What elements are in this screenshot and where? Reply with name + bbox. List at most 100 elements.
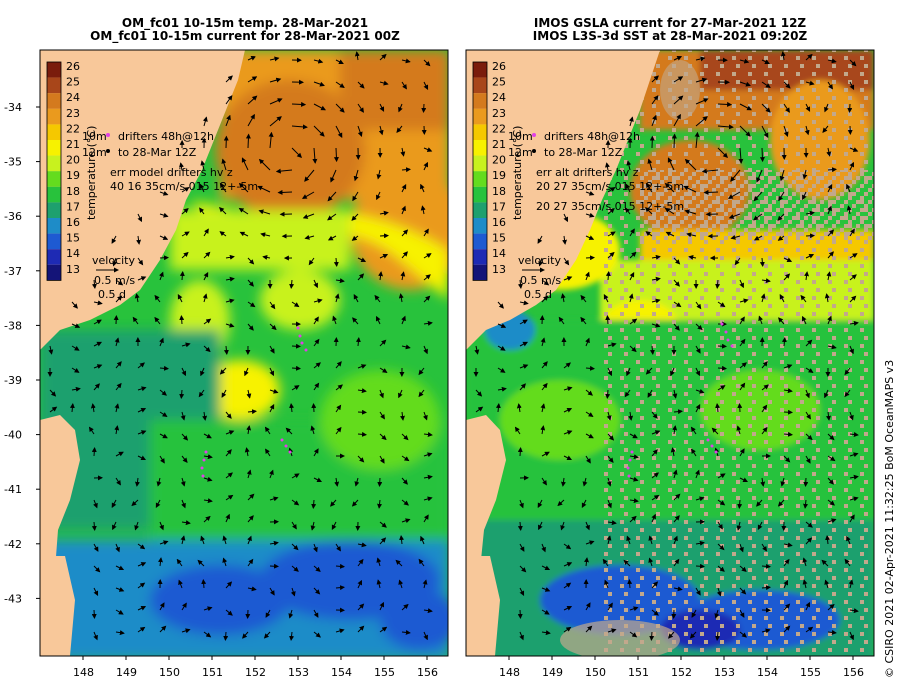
velocity-arrow [671,133,677,149]
velocity-arrow [475,389,483,397]
left-drifter-end-symbol [106,149,110,153]
velocity-arrow [181,455,188,463]
velocity-arrow [181,231,190,237]
velocity-arrow [673,56,683,61]
velocity-arrow [178,162,184,171]
velocity-arrow [313,362,321,369]
colorbar-tick-label: 25 [492,76,506,89]
velocity-arrow [761,103,771,113]
latitude-tick-label: -42 [4,538,22,551]
velocity-arrow [607,433,615,441]
velocity-arrow [804,271,810,281]
velocity-arrow [115,565,125,571]
velocity-arrow [241,157,249,171]
velocity-arrow [805,103,811,112]
velocity-arrow [423,81,429,90]
velocity-arrow [159,271,164,281]
velocity-arrow [181,499,186,509]
velocity-arrow [665,231,675,237]
velocity-arrow [203,454,213,460]
velocity-arrow [91,521,97,531]
velocity-arrow [541,543,546,553]
velocity-arrow [200,160,206,171]
velocity-arrow [783,603,791,611]
velocity-arrow [717,365,727,371]
velocity-arrow [181,208,189,215]
velocity-arrow [497,345,506,351]
velocity-arrow [629,251,637,259]
velocity-arrow [753,235,763,241]
velocity-arrow [695,496,705,502]
velocity-arrow [517,447,523,457]
velocity-arrow [69,403,75,413]
velocity-arrow [783,257,793,262]
velocity-arrow [247,76,258,83]
velocity-arrow [225,114,231,127]
velocity-arrow [648,557,654,567]
velocity-arrow [827,344,837,350]
velocity-arrow [563,543,572,550]
left-velocity-label: velocity [92,254,135,267]
velocity-arrow [93,631,98,641]
left-map-panel [40,50,448,656]
velocity-arrow [739,631,747,638]
longitude-tick-label: 148 [499,666,520,679]
velocity-arrow [376,557,382,567]
velocity-arrow [783,542,793,548]
velocity-arrow [423,274,431,281]
velocity-arrow [238,182,249,193]
velocity-arrow [401,205,406,215]
velocity-arrow [400,271,406,281]
velocity-arrow [291,301,300,308]
velocity-arrow [585,625,593,633]
velocity-arrow [421,103,427,113]
velocity-arrow [585,190,595,196]
velocity-arrow [91,447,97,457]
left-longitude-ticks: 148 149 150 151 152 153 154 155 156 [73,656,438,679]
velocity-arrow [651,494,660,501]
velocity-arrow [849,320,859,326]
right-drifters-line2: to 28-Mar 12Z [544,146,623,159]
velocity-arrow [739,125,751,137]
velocity-arrow [181,367,186,377]
left-map-frame [39,49,449,657]
right-colorbar: 26 25 24 23 22 21 20 19 18 17 16 15 14 13 temperature… [472,60,524,281]
right-err-line2: 20 27 35cm/s 015 12+-5m [536,180,684,193]
velocity-arrow [351,499,359,507]
velocity-arrow [557,499,565,507]
velocity-arrow [242,631,249,639]
colorbar-swatch [47,108,61,125]
right-tasmania-south [466,556,500,656]
velocity-arrow [225,75,233,83]
right-velocity-label: velocity [518,254,561,267]
velocity-arrow [313,565,321,572]
colorbar-swatch [47,202,61,218]
velocity-arrow [377,499,383,509]
velocity-arrow [114,403,120,413]
velocity-arrow [304,234,315,240]
velocity-arrow [736,521,742,531]
velocity-arrow [651,609,659,616]
velocity-arrow [651,430,661,435]
velocity-arrow [201,579,207,589]
velocity-arrow [159,455,165,464]
velocity-arrow [585,411,594,417]
velocity-arrow [159,411,168,417]
velocity-arrow [827,629,837,635]
velocity-arrow [827,499,835,506]
velocity-arrow [198,389,205,398]
velocity-arrow [849,496,859,502]
velocity-arrow [805,339,813,347]
velocity-arrow [519,300,529,306]
velocity-arrow [541,630,551,636]
velocity-arrow [519,383,526,391]
velocity-arrow [398,389,403,399]
left-side-label: 10m [82,130,107,143]
colorbar-swatch [473,124,487,140]
velocity-arrow [334,293,340,303]
velocity-arrow [310,521,316,531]
credit-strip: © CSIRO 2021 02-Apr-2021 11:32:25 BoM Oc… [883,360,896,678]
velocity-arrow [805,254,815,259]
velocity-arrow [352,191,359,202]
